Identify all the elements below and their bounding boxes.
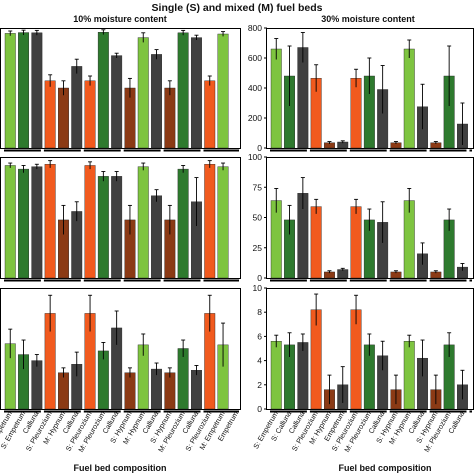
bar-left-2-6 (84, 165, 96, 279)
bar-left-1-7 (97, 32, 109, 149)
bar-left-1-12 (164, 87, 176, 149)
plot-frame-left-3 (0, 288, 241, 410)
bar-left-1-0 (4, 33, 16, 149)
bar-left-2-2 (31, 166, 43, 279)
bar-left-2-8 (111, 176, 123, 279)
bar-left-2-1 (18, 168, 29, 279)
x-axis-title-right: Fuel bed composition (338, 463, 431, 473)
bar-left-1-14 (190, 37, 202, 149)
bar-left-3-12 (164, 372, 176, 410)
bar-left-1-16 (217, 33, 229, 149)
plots: 020040060080002550751000246810S: Empetru… (0, 23, 474, 454)
bar-left-3-4 (58, 372, 69, 410)
bar-left-1-8 (111, 55, 123, 149)
bar-right-3-2 (297, 342, 309, 410)
y-tick-label-right-3-1: 2 (257, 380, 262, 390)
bar-left-1-13 (177, 32, 189, 149)
bar-left-3-2 (31, 360, 43, 410)
panel-title-left: 10% moisture content (73, 14, 167, 24)
bar-left-3-9 (124, 372, 136, 410)
bar-left-2-0 (4, 165, 16, 279)
bar-left-1-15 (204, 80, 216, 149)
y-tick-label-right-2-4: 100 (248, 152, 262, 162)
bar-right-1-6 (350, 78, 362, 149)
bar-left-3-14 (190, 370, 202, 410)
bar-left-1-2 (31, 32, 43, 149)
y-tick-label-right-3-5: 10 (253, 283, 263, 293)
bar-right-1-0 (270, 48, 282, 149)
y-tick-label-right-1-0: 0 (257, 143, 262, 153)
bar-left-2-16 (217, 166, 229, 279)
bar-left-1-11 (151, 54, 163, 149)
bar-left-2-11 (151, 195, 163, 279)
bar-left-1-10 (137, 37, 149, 149)
plot-frame-left-1 (0, 28, 241, 149)
plot-frame-left-2 (0, 157, 241, 279)
panel-title-right: 30% moisture content (321, 14, 415, 24)
y-tick-label-right-1-2: 400 (248, 83, 262, 93)
bar-left-1-4 (58, 87, 69, 149)
bar-left-1-1 (18, 32, 29, 149)
y-tick-label-right-2-2: 50 (253, 213, 263, 223)
bar-left-1-6 (84, 80, 96, 149)
bar-left-2-10 (137, 166, 149, 279)
y-tick-label-right-3-2: 4 (257, 356, 262, 366)
bar-left-1-3 (44, 80, 56, 149)
x-axis-title-left: Fuel bed composition (73, 463, 166, 473)
bar-left-2-15 (204, 164, 216, 279)
bar-left-3-13 (177, 348, 189, 410)
bar-left-2-5 (71, 211, 83, 279)
y-tick-label-right-1-3: 600 (248, 53, 262, 63)
y-tick-label-right-2-1: 25 (253, 243, 263, 253)
bar-right-1-2 (297, 47, 309, 149)
y-tick-label-right-3-3: 6 (257, 331, 262, 341)
y-tick-label-right-2-3: 75 (253, 182, 263, 192)
bar-right-3-10 (403, 341, 415, 410)
bar-left-2-13 (177, 168, 189, 279)
bar-right-2-5 (337, 269, 349, 279)
y-tick-label-right-3-4: 8 (257, 307, 262, 317)
y-tick-label-right-3-0: 0 (257, 404, 262, 414)
figure-title: Single (S) and mixed (M) fuel beds (152, 2, 323, 14)
bar-left-2-7 (97, 176, 109, 279)
bar-right-3-0 (270, 341, 282, 410)
bar-right-3-6 (350, 309, 362, 410)
y-tick-label-right-1-1: 200 (248, 113, 262, 123)
bar-right-2-3 (310, 206, 322, 279)
bar-right-2-6 (350, 206, 362, 279)
bar-left-1-5 (71, 66, 83, 149)
bar-left-2-3 (44, 164, 56, 279)
y-tick-label-right-2-0: 0 (257, 273, 262, 283)
bar-right-1-10 (403, 48, 415, 149)
y-tick-label-right-1-4: 800 (248, 23, 262, 33)
bar-left-3-7 (97, 350, 109, 410)
